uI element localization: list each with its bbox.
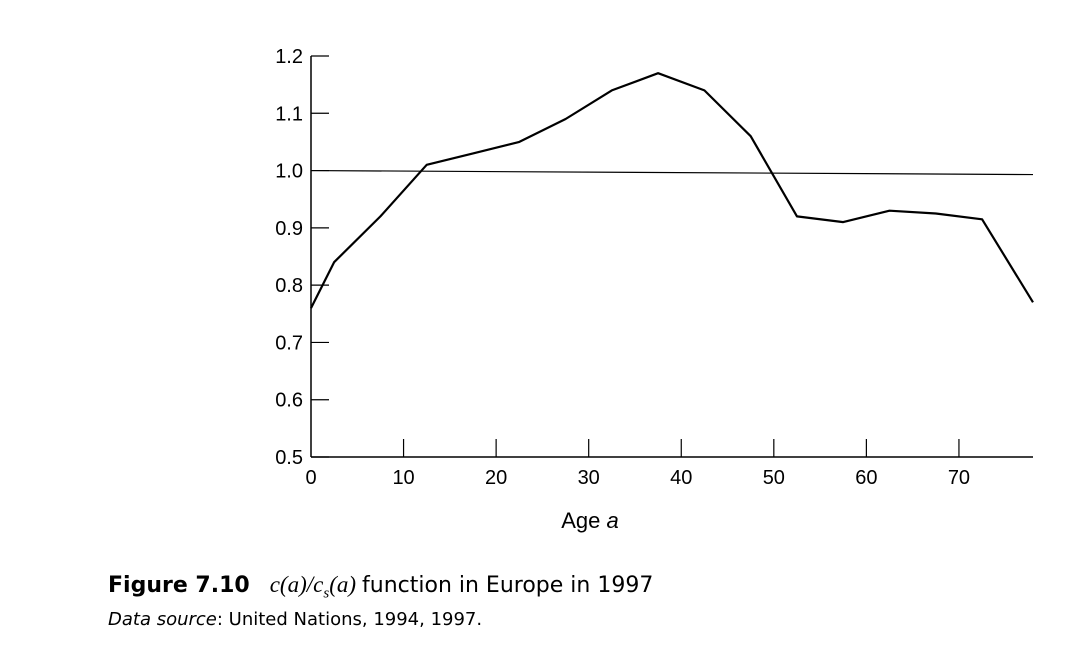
x-tick-label: 70 (948, 467, 970, 489)
reference-line (310, 169, 1034, 176)
figure-number: Figure 7.10 (108, 573, 250, 598)
y-tick-label: 1.1 (275, 103, 303, 125)
x-tick-label: 60 (855, 467, 877, 489)
figure-caption: Figure 7.10 c(a)/cs(a) function in Europe … (108, 572, 653, 603)
line-chart: 0.50.60.70.80.91.01.11.20 10 20 30 40 50 60 70 … (275, 46, 1034, 533)
y-tick-label: 1.2 (275, 46, 303, 68)
x-tick-label: 20 (485, 467, 507, 489)
y-tick-label: 0.6 (275, 390, 303, 412)
x-tick-label: 40 (670, 467, 692, 489)
y-tick-label: 0.8 (275, 275, 303, 297)
data-source: Data source: United Nations, 1994, 1997. (108, 609, 482, 630)
x-tick-label: 50 (763, 467, 785, 489)
x-tick-label: 0 (305, 467, 316, 489)
series-line (310, 72, 1034, 309)
data-source-text: : United Nations, 1994, 1997. (216, 609, 483, 630)
x-axis-title: Age a (561, 508, 619, 533)
x-tick-label: 10 (392, 467, 414, 489)
y-tick-label: 0.5 (275, 447, 303, 469)
caption-text: function in Europe in 1997 (362, 573, 654, 598)
data-source-label: Data source (108, 609, 217, 630)
y-tick-label: 0.7 (275, 332, 303, 354)
y-tick-label: 1.0 (275, 161, 303, 183)
x-tick-label: 30 (578, 467, 600, 489)
y-tick-label: 0.9 (275, 218, 303, 240)
caption-formula: c(a)/cs(a) (269, 572, 357, 602)
